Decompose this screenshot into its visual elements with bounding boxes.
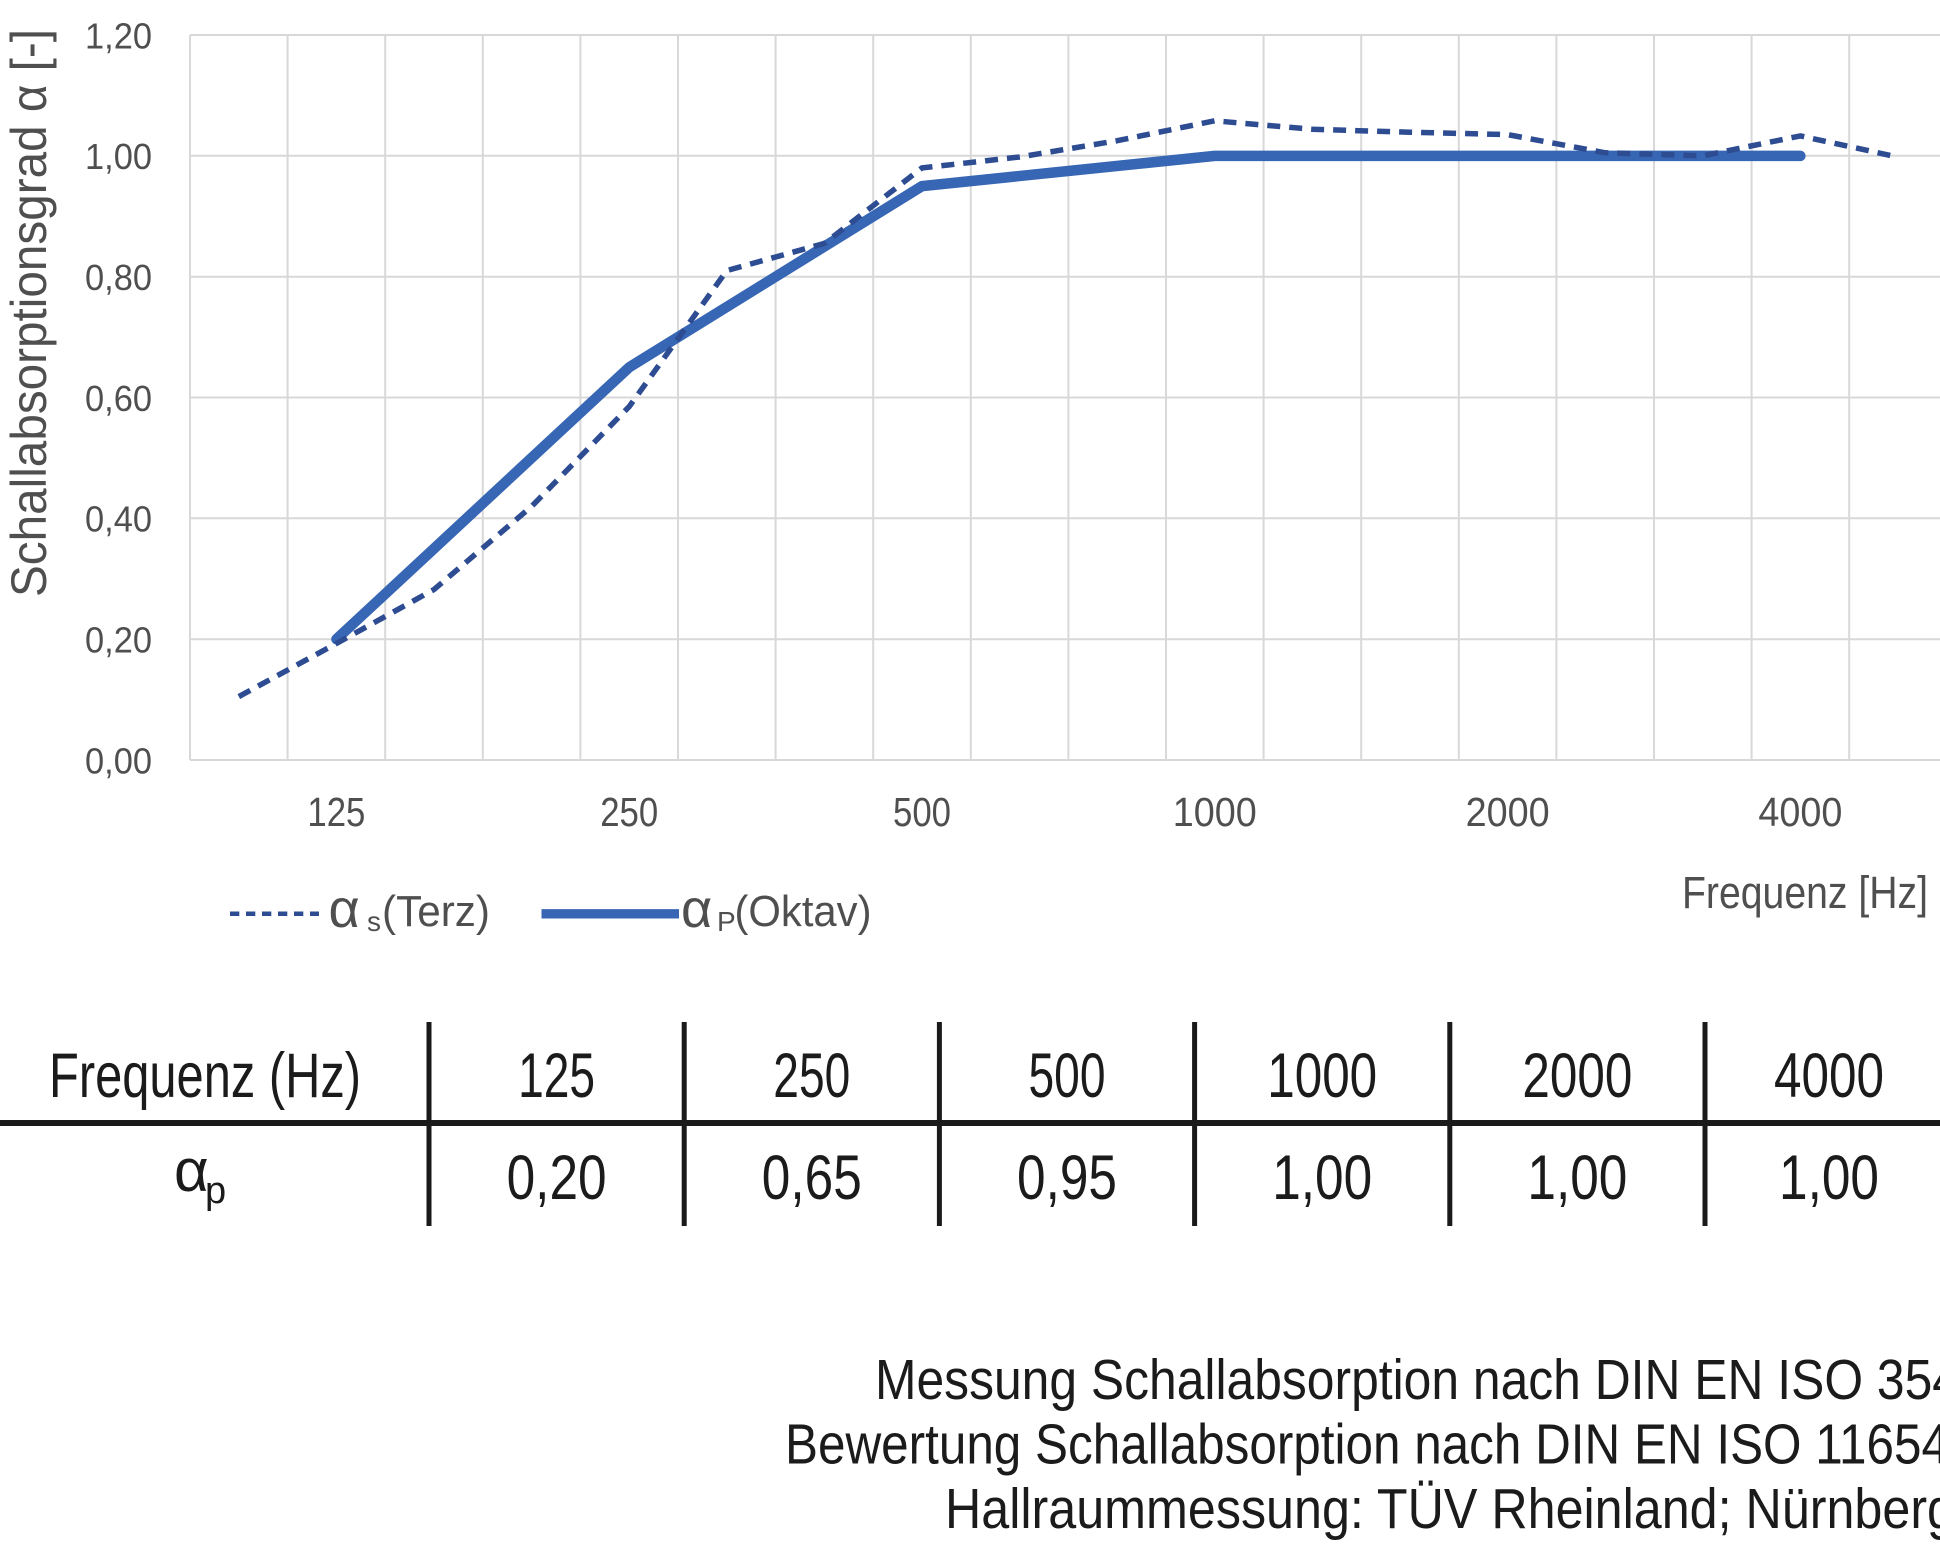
svg-text:Bewertung Schallabsorption nac: Bewertung Schallabsorption nach DIN EN I… <box>785 1413 1940 1477</box>
svg-text:(Oktav): (Oktav) <box>735 887 872 936</box>
svg-text:1000: 1000 <box>1267 1041 1377 1111</box>
svg-text:0,40: 0,40 <box>85 499 152 540</box>
svg-text:500: 500 <box>893 789 951 835</box>
svg-text:0,20: 0,20 <box>85 620 152 661</box>
svg-text:Frequenz (Hz): Frequenz (Hz) <box>49 1041 361 1111</box>
svg-text:0,20: 0,20 <box>507 1143 607 1213</box>
svg-text:1,20: 1,20 <box>85 15 152 56</box>
svg-text:125: 125 <box>518 1041 595 1111</box>
svg-text:2000: 2000 <box>1466 789 1550 835</box>
svg-text:1000: 1000 <box>1173 789 1257 835</box>
svg-text:4000: 4000 <box>1758 789 1842 835</box>
svg-text:1,00: 1,00 <box>1779 1143 1879 1213</box>
svg-text:125: 125 <box>307 789 365 835</box>
svg-text:0,60: 0,60 <box>85 378 152 419</box>
svg-text:(Terz): (Terz) <box>382 887 490 936</box>
svg-text:250: 250 <box>773 1041 850 1111</box>
svg-text:p: p <box>205 1170 226 1212</box>
svg-text:0,80: 0,80 <box>85 257 152 298</box>
svg-text:Frequenz [Hz]: Frequenz [Hz] <box>1682 867 1928 918</box>
svg-text:0,00: 0,00 <box>85 740 152 781</box>
svg-text:Hallraummessung: TÜV Rheinland: Hallraummessung: TÜV Rheinland; Nürnberg <box>945 1477 1940 1541</box>
svg-text:α: α <box>681 879 712 939</box>
svg-text:0,95: 0,95 <box>1017 1143 1117 1213</box>
svg-text:1,00: 1,00 <box>1272 1143 1372 1213</box>
svg-text:1,00: 1,00 <box>1527 1143 1627 1213</box>
svg-text:Schallabsorptionsgrad α [-]: Schallabsorptionsgrad α [-] <box>1 29 57 597</box>
svg-text:s: s <box>367 906 381 937</box>
svg-text:α: α <box>174 1137 209 1204</box>
svg-text:0,65: 0,65 <box>762 1143 862 1213</box>
svg-text:250: 250 <box>600 789 658 835</box>
svg-text:Messung Schallabsorption nach: Messung Schallabsorption nach DIN EN ISO… <box>875 1348 1940 1412</box>
svg-text:2000: 2000 <box>1522 1041 1632 1111</box>
svg-text:P: P <box>717 906 736 937</box>
svg-text:α: α <box>329 879 360 939</box>
svg-text:4000: 4000 <box>1774 1041 1884 1111</box>
svg-text:1,00: 1,00 <box>85 136 152 177</box>
svg-text:500: 500 <box>1029 1041 1106 1111</box>
